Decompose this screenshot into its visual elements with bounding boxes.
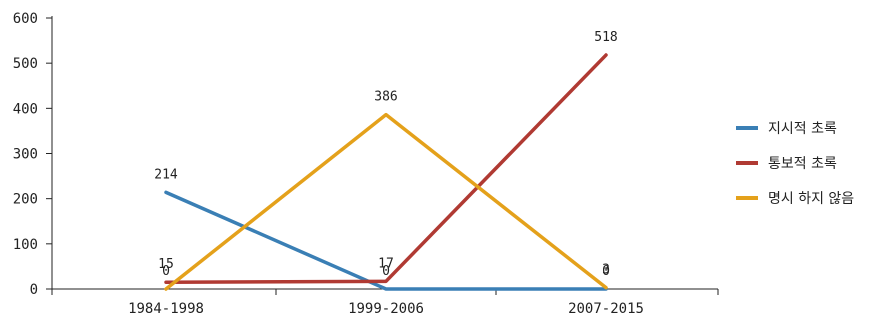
y-tick-label: 400: [13, 101, 38, 117]
data-label: 15: [158, 257, 174, 272]
legend-label: 지시적 초록: [768, 121, 837, 137]
y-tick-label: 0: [30, 282, 38, 298]
data-label: 0: [162, 264, 170, 279]
series-line-3: [164, 112, 608, 291]
x-tick-label: 2007-2015: [568, 301, 644, 317]
series-lines: [164, 53, 608, 291]
legend-label: 명시 하지 않음: [768, 191, 854, 207]
y-tick-label: 200: [13, 192, 38, 208]
legend-label: 통보적 초록: [768, 156, 837, 172]
data-label: 386: [374, 90, 397, 105]
x-tick-label: 1999-2006: [348, 301, 424, 317]
data-label: 17: [378, 256, 394, 271]
data-label: 0: [602, 264, 610, 279]
y-tick-label: 100: [13, 237, 38, 253]
y-tick-label: 500: [13, 56, 38, 72]
y-tick-label: 600: [13, 11, 38, 27]
x-tick-label: 1984-1998: [128, 301, 204, 317]
series-line-2: [164, 53, 608, 284]
data-label: 0: [382, 264, 390, 279]
data-label: 3: [602, 263, 610, 278]
y-tick-label: 300: [13, 147, 38, 163]
data-label: 518: [594, 30, 617, 45]
series-line-1: [164, 190, 608, 291]
data-label: 214: [154, 167, 178, 182]
